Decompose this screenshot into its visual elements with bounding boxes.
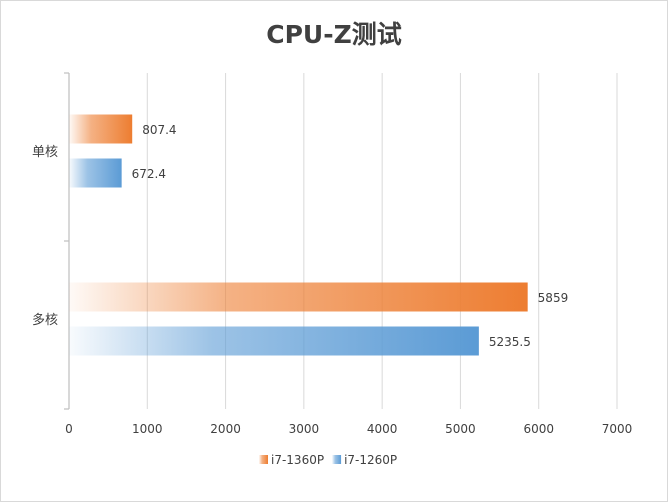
- grid: [146, 73, 618, 409]
- data-labels: 807.4 672.4 5859 5235.5: [132, 123, 569, 349]
- x-tick-label: 0: [65, 422, 73, 436]
- bars: [69, 114, 528, 356]
- data-label: 807.4: [142, 123, 176, 137]
- data-label: 5235.5: [489, 335, 531, 349]
- x-tick-label: 5000: [445, 422, 476, 436]
- y-axis: [64, 72, 70, 410]
- x-tick-labels: 0 1000 2000 3000 4000 5000 6000 7000: [65, 422, 632, 436]
- bar: [69, 114, 133, 144]
- legend-swatch: [259, 455, 268, 464]
- data-label: 5859: [538, 291, 569, 305]
- x-tick-label: 3000: [289, 422, 320, 436]
- chart-title: CPU-Z测试: [266, 20, 401, 49]
- x-tick-label: 1000: [132, 422, 163, 436]
- data-label: 672.4: [132, 167, 166, 181]
- legend: i7-1360P i7-1260P: [259, 453, 397, 467]
- legend-label: i7-1260P: [344, 453, 397, 467]
- category-label: 单核: [32, 145, 58, 160]
- x-tick-label: 7000: [602, 422, 633, 436]
- x-tick-label: 2000: [210, 422, 241, 436]
- bar: [69, 326, 479, 356]
- legend-swatch: [332, 455, 342, 464]
- category-label: 多核: [32, 312, 58, 328]
- legend-label: i7-1360P: [271, 453, 324, 467]
- bar: [69, 282, 528, 312]
- bar: [69, 158, 122, 188]
- x-tick-label: 6000: [523, 422, 554, 436]
- x-tick-label: 4000: [367, 422, 398, 436]
